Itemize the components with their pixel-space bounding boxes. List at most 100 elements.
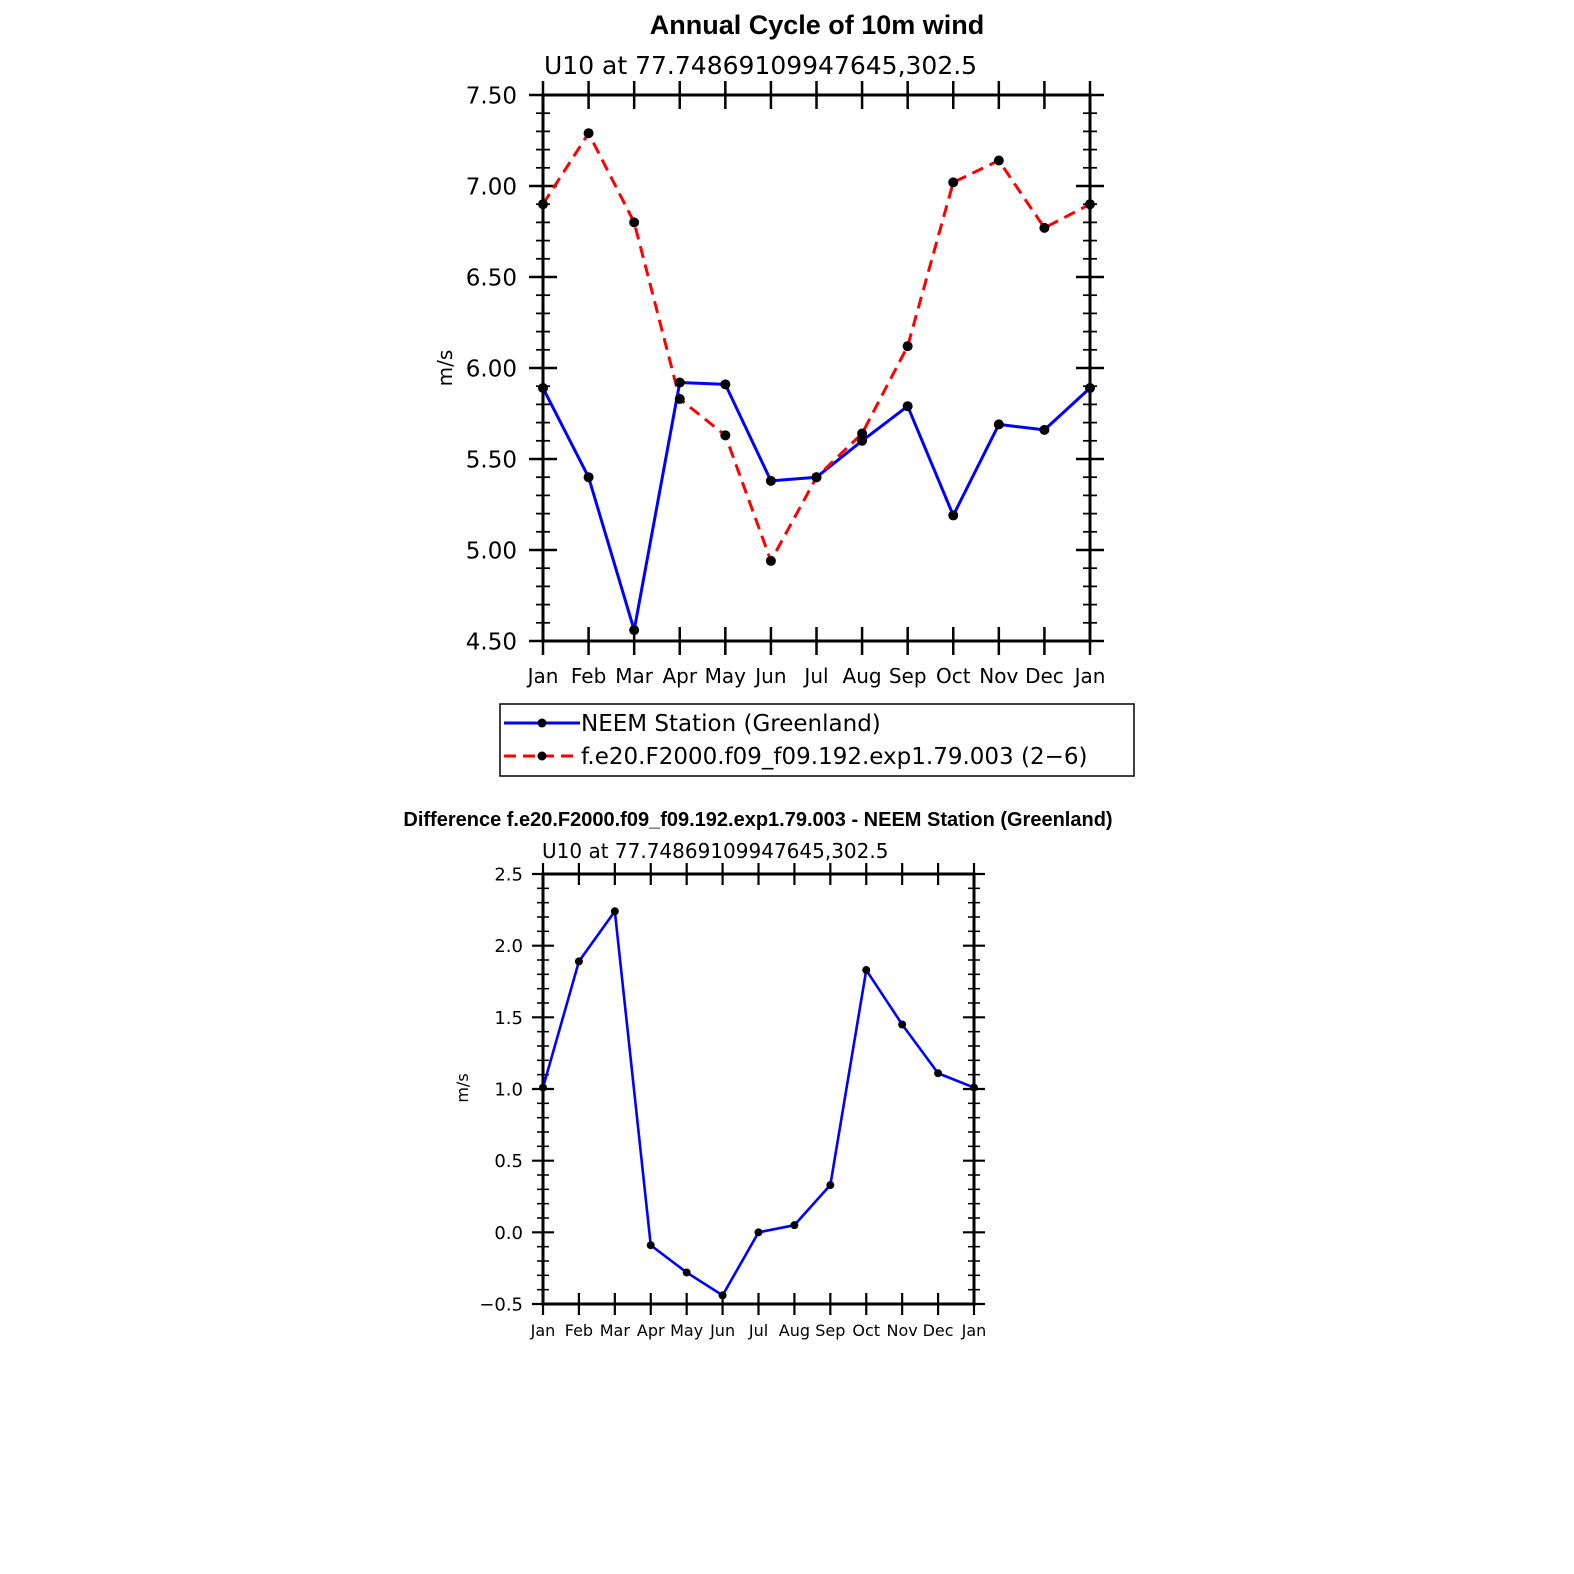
y-tick-label: 5.00 bbox=[466, 538, 517, 564]
data-point-0 bbox=[948, 510, 959, 521]
legend-box bbox=[499, 703, 1135, 777]
series-line-0 bbox=[541, 381, 1092, 632]
x-tick-label: May bbox=[705, 664, 747, 688]
x-tick-label: Mar bbox=[615, 664, 654, 688]
y-tick-label: 2.5 bbox=[494, 864, 523, 885]
y-tick-label: 0.5 bbox=[494, 1151, 523, 1172]
data-point-0 bbox=[970, 1083, 978, 1092]
y-tick-label: 7.50 bbox=[466, 83, 517, 109]
y-tick-label: 5.50 bbox=[466, 447, 517, 473]
data-point-1 bbox=[857, 428, 868, 439]
x-tick-label: Dec bbox=[1025, 664, 1064, 688]
x-tick-label: Mar bbox=[600, 1321, 631, 1340]
data-point-1 bbox=[993, 155, 1004, 166]
y-tick-label: 4.50 bbox=[466, 629, 517, 655]
annual-cycle-chart: Annual Cycle of 10m wind U10 at 77.74869… bbox=[433, 10, 1135, 777]
data-point-0 bbox=[629, 625, 640, 636]
x-tick-label: Jul bbox=[748, 1321, 768, 1340]
y-tick-labels: −0.5 0.0 0.5 1.0 1.5 2.0 2.5 bbox=[479, 864, 523, 1315]
data-point-0 bbox=[857, 435, 868, 446]
y-tick-label: 6.00 bbox=[466, 356, 517, 382]
data-point-0 bbox=[993, 419, 1004, 430]
data-point-0 bbox=[718, 1291, 727, 1300]
x-tick-label: Feb bbox=[565, 1321, 593, 1340]
x-tick-label: Jan bbox=[530, 1321, 556, 1340]
data-point-0 bbox=[674, 377, 685, 388]
plot-area bbox=[541, 872, 976, 1306]
x-tick-label: Jun bbox=[753, 664, 786, 688]
x-tick-label: Jul bbox=[802, 664, 828, 688]
legend-label-model: f.e20.F2000.f09_f09.192.exp1.79.003 (2−6… bbox=[581, 744, 1087, 770]
legend-marker-neem bbox=[537, 718, 547, 728]
x-tick-label: Oct bbox=[852, 1321, 880, 1340]
data-point-0 bbox=[610, 907, 619, 916]
data-point-0 bbox=[538, 383, 548, 394]
series-lines bbox=[539, 907, 978, 1300]
y-tick-label: −0.5 bbox=[479, 1294, 523, 1315]
series-line-1 bbox=[541, 131, 1091, 563]
y-tick-label: 1.0 bbox=[494, 1079, 523, 1100]
plot-frame bbox=[541, 93, 1092, 643]
x-tick-label: Sep bbox=[815, 1321, 845, 1340]
data-point-1 bbox=[538, 199, 548, 210]
data-point-1 bbox=[948, 177, 959, 188]
data-point-1 bbox=[765, 555, 776, 566]
data-point-0 bbox=[539, 1083, 547, 1092]
data-point-1 bbox=[720, 430, 731, 441]
x-tick-label: Jan bbox=[526, 664, 559, 688]
data-point-1 bbox=[902, 341, 913, 352]
x-tick-label: Jan bbox=[961, 1321, 987, 1340]
data-point-0 bbox=[646, 1241, 655, 1250]
y-axis-label: m/s bbox=[433, 350, 457, 387]
y-tick-label: 0.0 bbox=[494, 1223, 523, 1244]
data-point-1 bbox=[1085, 199, 1095, 210]
difference-chart: Difference f.e20.F2000.f09_f09.192.exp1.… bbox=[403, 809, 1112, 1340]
data-point-0 bbox=[826, 1181, 835, 1190]
series-lines bbox=[538, 128, 1095, 636]
data-point-0 bbox=[574, 957, 583, 966]
y-tick-label: 7.00 bbox=[466, 174, 517, 200]
x-tick-label: Nov bbox=[979, 664, 1018, 688]
data-point-0 bbox=[1085, 383, 1095, 394]
data-point-0 bbox=[790, 1221, 799, 1230]
chart-subtitle: U10 at 77.74869109947645,302.5 bbox=[544, 51, 977, 80]
chart-title: Annual Cycle of 10m wind bbox=[650, 10, 985, 40]
y-axis-label: m/s bbox=[453, 1073, 472, 1102]
x-tick-label: Apr bbox=[637, 1321, 665, 1340]
x-tick-label: Apr bbox=[662, 664, 697, 688]
x-tick-label: Jan bbox=[1073, 664, 1106, 688]
y-tick-label: 2.0 bbox=[494, 936, 523, 957]
data-point-1 bbox=[1039, 222, 1050, 233]
x-tick-labels: Jan Feb Mar Apr May Jun Jul Aug Sep Oct Nov Dec Jan bbox=[530, 1321, 987, 1340]
data-point-1 bbox=[674, 393, 685, 404]
axis-ticks bbox=[532, 863, 985, 1315]
legend-marker-model bbox=[537, 751, 547, 761]
data-point-1 bbox=[811, 472, 822, 483]
plot-frame bbox=[541, 872, 976, 1306]
chart-title: Difference f.e20.F2000.f09_f09.192.exp1.… bbox=[403, 809, 1112, 831]
y-tick-labels: 4.50 5.00 5.50 6.00 6.50 7.00 7.50 bbox=[466, 83, 517, 655]
x-tick-label: Jun bbox=[709, 1321, 735, 1340]
x-tick-label: Sep bbox=[889, 664, 927, 688]
x-tick-label: Feb bbox=[571, 664, 606, 688]
x-tick-labels: Jan Feb Mar Apr May Jun Jul Aug Sep Oct Nov Dec Jan bbox=[526, 664, 1106, 688]
x-tick-label: Aug bbox=[779, 1321, 810, 1340]
data-point-0 bbox=[898, 1020, 907, 1029]
data-point-1 bbox=[583, 128, 594, 139]
y-tick-label: 6.50 bbox=[466, 265, 517, 291]
data-point-0 bbox=[682, 1268, 691, 1277]
data-point-0 bbox=[765, 475, 776, 486]
x-tick-label: Oct bbox=[936, 664, 971, 688]
series-line-0 bbox=[541, 909, 975, 1297]
data-point-1 bbox=[629, 217, 640, 228]
data-point-0 bbox=[583, 472, 594, 483]
data-point-0 bbox=[934, 1069, 943, 1078]
x-tick-label: Aug bbox=[843, 664, 882, 688]
data-point-0 bbox=[862, 966, 871, 975]
plot-area bbox=[541, 93, 1092, 643]
axis-ticks bbox=[529, 81, 1104, 655]
data-point-0 bbox=[720, 379, 731, 390]
x-tick-label: Dec bbox=[923, 1321, 954, 1340]
x-tick-label: Nov bbox=[887, 1321, 918, 1340]
